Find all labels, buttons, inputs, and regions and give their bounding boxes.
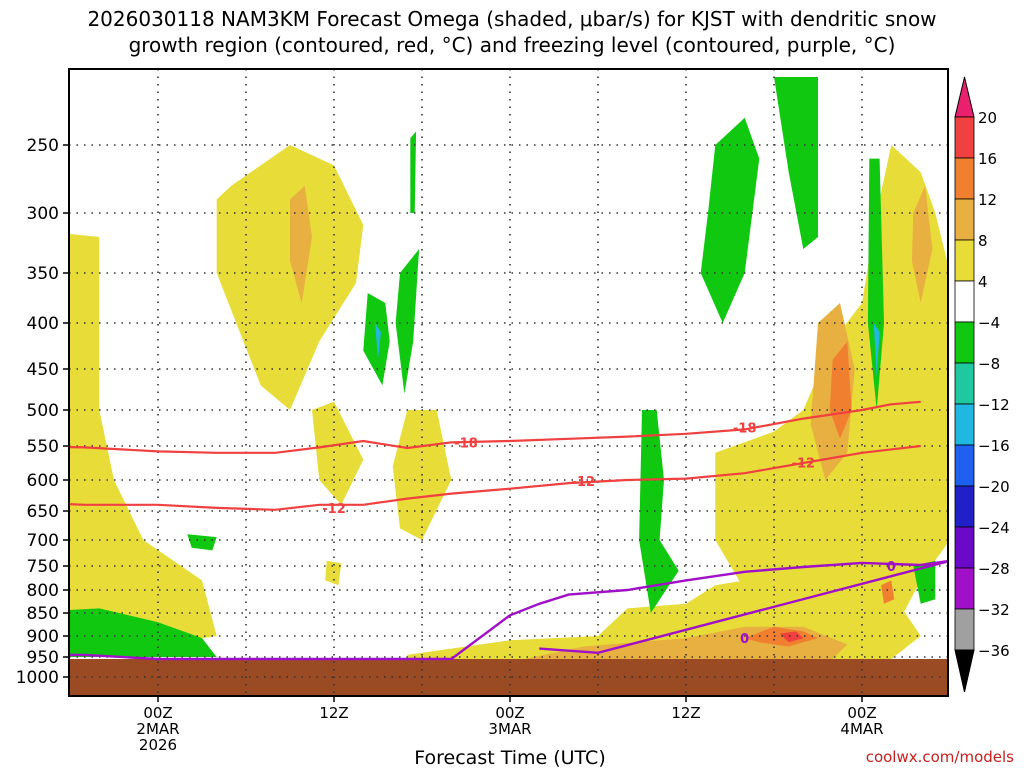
omega-region-blue-core-east (873, 323, 880, 378)
dendritic-contour--18 (69, 400, 921, 454)
contour-label-7: 0 (887, 560, 896, 575)
colorbar-segment-2 (954, 157, 975, 200)
credit-text: coolwx.com/models (866, 748, 1014, 766)
omega-region-blue-cores (375, 323, 381, 360)
omega-region-green-17z-top (410, 131, 417, 213)
y-tick-label-650: 650 (27, 502, 59, 522)
colorbar-label-13: −36 (978, 642, 1010, 660)
omega-region-green-17z (395, 249, 420, 394)
y-axis: 250 300 350 400 450 500 550 600 650 700 750 800 850 9… (16, 136, 69, 688)
x-tick-label-0-1: 2MAR (136, 720, 179, 738)
x-tick-label-12-0: 12Z (319, 704, 348, 722)
colorbar-segment-3 (954, 198, 975, 241)
y-tick-label-550: 550 (27, 437, 59, 457)
colorbar-segment-10 (954, 485, 975, 528)
colorbar-segment-11 (954, 526, 975, 569)
y-tick-label-350: 350 (27, 264, 59, 284)
y-tick-label-500: 500 (27, 401, 59, 421)
omega-region-upslope-west (69, 233, 217, 653)
contour-label-6: 0 (740, 632, 749, 647)
colorbar-segment-6 (954, 321, 975, 364)
omega-region-upper-yellow-12z (216, 145, 364, 410)
x-tick-label-24-0: 00Z (495, 704, 524, 722)
x-tick-label-0-0: 00Z (143, 704, 172, 722)
y-tick-label-300: 300 (27, 204, 59, 224)
colorbar-label-5: −4 (978, 314, 1000, 332)
omega-region-green-upper-east (700, 117, 760, 323)
dendritic-contour--12 (69, 444, 921, 511)
y-tick-label-950: 950 (27, 648, 59, 668)
y-tick-label-400: 400 (27, 314, 59, 334)
omega-region-east-low-red (881, 580, 895, 604)
contour-label-2: -18 (733, 421, 757, 436)
colorbar-segment-12 (954, 567, 975, 610)
omega-region-green-top-east (774, 77, 818, 249)
colorbar-label-11: −28 (978, 560, 1010, 578)
colorbar-label-12: −32 (978, 601, 1010, 619)
colorbar-label-3: 8 (978, 232, 988, 250)
chart-title-line1: 2026030118 NAM3KM Forecast Omega (shaded… (87, 7, 936, 31)
omega-region-green-east-low (913, 560, 936, 604)
x-axis-label: Forecast Time (UTC) (414, 747, 605, 768)
colorbar-label-1: 16 (978, 150, 997, 168)
omega-region-green-small-12z (187, 534, 217, 551)
colorbar-segment-9 (954, 444, 975, 487)
colorbar-label-7: −12 (978, 396, 1010, 414)
contour-label-1: -18 (454, 436, 478, 451)
colorbar-label-6: −8 (978, 355, 1000, 373)
freezing-contour-0 (69, 559, 948, 661)
ground-layer (69, 659, 948, 696)
colorbar-segment-1 (954, 116, 975, 159)
omega-region-green-west (69, 608, 217, 657)
y-tick-label-1000: 1000 (16, 668, 59, 688)
omega-region-low-level-core (779, 631, 804, 643)
x-tick-label-24-1: 3MAR (488, 720, 531, 738)
colorbar: 20 16 12 8 4 −4 −8 −12 −16 −20 −24 −28 −32 −36 (954, 76, 1010, 693)
y-tick-label-700: 700 (27, 531, 59, 551)
colorbar-segment-5 (954, 280, 975, 323)
omega-region-mid-yellow-12z (312, 401, 364, 505)
y-tick-label-450: 450 (27, 360, 59, 380)
chart-title-line2: growth region (contoured, red, °C) and f… (129, 33, 896, 57)
plot-frame (68, 68, 949, 697)
colorbar-segment-7 (954, 362, 975, 405)
x-tick-label-48-1: 4MAR (840, 720, 883, 738)
colorbar-label-9: −20 (978, 478, 1010, 496)
x-tick-label-48-0: 00Z (847, 704, 876, 722)
contour-label-5: -12 (792, 456, 816, 471)
contour-label-4: -12 (572, 475, 596, 490)
colorbar-segment-13 (954, 608, 975, 651)
colorbar-segment-8 (954, 403, 975, 446)
colorbar-label-2: 12 (978, 191, 997, 209)
y-tick-label-800: 800 (27, 581, 59, 601)
colorbar-label-10: −24 (978, 519, 1010, 537)
omega-region-green-east-narrow (867, 158, 884, 410)
y-tick-label-250: 250 (27, 136, 59, 156)
colorbar-bottom-arrow (954, 649, 975, 693)
x-tick-label-36-0: 12Z (671, 704, 700, 722)
colorbar-label-4: 4 (978, 273, 988, 291)
colorbar-segment-4 (954, 239, 975, 282)
colorbar-label-8: −16 (978, 437, 1010, 455)
ground-fill (69, 659, 948, 696)
y-tick-label-750: 750 (27, 557, 59, 577)
omega-region-green-09z (639, 410, 679, 613)
y-tick-label-850: 850 (27, 604, 59, 624)
omega-region-low-level-red (744, 626, 818, 647)
colorbar-label-0: 20 (978, 109, 997, 127)
x-tick-label-0-2: 2026 (139, 736, 177, 754)
y-tick-label-900: 900 (27, 627, 59, 647)
y-tick-label-600: 600 (27, 471, 59, 491)
contour-label-3: -12 (322, 502, 346, 517)
